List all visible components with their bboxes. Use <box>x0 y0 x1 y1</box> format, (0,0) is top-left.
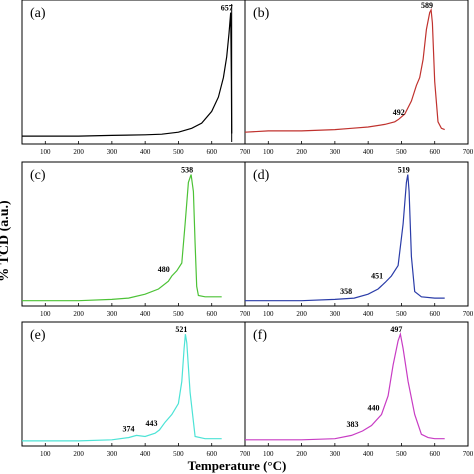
series-line <box>245 331 445 441</box>
panel-b: 100 200 300 400 500 600 700 (b) 589 492 <box>244 0 474 156</box>
x-tick-label: 300 <box>330 450 341 458</box>
x-tick-label: 700 <box>240 310 251 318</box>
peak-label: 358 <box>340 287 352 296</box>
panel-label: (e) <box>30 328 46 343</box>
peak-label: 443 <box>145 419 157 428</box>
series-line <box>245 174 445 302</box>
x-tick-label: 600 <box>429 148 440 156</box>
panel-label: (a) <box>30 6 46 21</box>
panel-frame <box>244 0 469 145</box>
panel-f: 100 200 300 400 500 600 700 (f) 497 440 383 <box>244 321 474 458</box>
peak-label: 497 <box>390 325 402 334</box>
series-line <box>22 174 222 302</box>
x-tick-label: 600 <box>206 310 217 318</box>
x-tick-label: 100 <box>40 310 51 318</box>
x-tick-label: 300 <box>330 148 341 156</box>
x-tick-label: 100 <box>40 148 51 156</box>
series-line <box>244 7 445 133</box>
x-tick-label: 300 <box>107 450 118 458</box>
x-tick-label: 200 <box>296 310 307 318</box>
y-axis-label-wrap: % TCD (a.u.) <box>0 200 12 282</box>
panel-frame <box>244 161 469 307</box>
x-tick-label: 400 <box>140 310 151 318</box>
x-tick-label: 400 <box>363 450 374 458</box>
peak-label: 440 <box>367 404 379 413</box>
x-tick-label: 500 <box>396 148 407 156</box>
x-tick-label: 200 <box>296 450 307 458</box>
x-tick-label: 600 <box>429 450 440 458</box>
panel-frame <box>244 321 469 447</box>
panel-label: (b) <box>253 6 270 21</box>
peak-label: 383 <box>346 420 358 429</box>
x-tick-label: 200 <box>73 310 84 318</box>
x-tick-label: 300 <box>107 148 118 156</box>
series-line <box>22 334 222 442</box>
x-axis-label: Temperature (°C) <box>187 458 287 473</box>
panel-label: (f) <box>253 328 267 343</box>
x-tick-label: 200 <box>73 148 84 156</box>
peak-label: 589 <box>421 1 433 10</box>
x-tick-label: 500 <box>173 450 184 458</box>
peak-label: 521 <box>175 325 187 334</box>
x-tick-label: 700 <box>240 450 251 458</box>
panel-frame <box>21 0 246 145</box>
panel-d: 100 200 300 400 500 600 700 (d) 519 451 358 <box>244 161 474 318</box>
x-tick-label: 400 <box>140 450 151 458</box>
panel-label: (c) <box>30 168 46 183</box>
x-tick-label: 500 <box>173 310 184 318</box>
x-tick-label: 300 <box>330 310 341 318</box>
x-tick-label: 100 <box>263 450 274 458</box>
x-tick-label: 200 <box>73 450 84 458</box>
peak-label: 451 <box>371 272 383 281</box>
peak-label: 374 <box>122 424 134 433</box>
peak-label: 492 <box>393 108 405 117</box>
y-axis-label: % TCD (a.u.) <box>0 200 12 282</box>
x-tick-label: 700 <box>240 148 251 156</box>
x-tick-label: 100 <box>263 148 274 156</box>
x-tick-label: 700 <box>463 310 474 318</box>
panel-c: 100 200 300 400 500 600 700 (c) 538 480 <box>21 161 251 318</box>
x-tick-label: 500 <box>396 450 407 458</box>
x-tick-label: 500 <box>173 148 184 156</box>
panel-frame <box>21 161 246 307</box>
x-tick-label: 400 <box>140 148 151 156</box>
peak-label: 538 <box>181 166 193 175</box>
x-tick-label: 600 <box>206 450 217 458</box>
x-tick-label: 500 <box>396 310 407 318</box>
panel-e: 100 200 300 400 500 600 700 (e) 521 443 374 <box>21 321 251 458</box>
x-tick-label: 400 <box>363 148 374 156</box>
x-tick-label: 300 <box>107 310 118 318</box>
x-tick-label: 100 <box>263 310 274 318</box>
panel-label: (d) <box>253 168 270 183</box>
x-tick-label: 100 <box>40 450 51 458</box>
x-tick-label: 200 <box>296 148 307 156</box>
series-line <box>22 12 233 137</box>
x-tick-label: 600 <box>206 148 217 156</box>
panel-a: 100 200 300 400 500 600 700 (a) 657 <box>21 0 251 156</box>
x-tick-label: 700 <box>463 450 474 458</box>
peak-label: 480 <box>158 265 170 274</box>
x-tick-label: 400 <box>363 310 374 318</box>
x-tick-label: 600 <box>429 310 440 318</box>
x-tick-label: 700 <box>463 148 474 156</box>
peak-label: 519 <box>398 166 410 175</box>
peak-label: 657 <box>221 4 233 13</box>
